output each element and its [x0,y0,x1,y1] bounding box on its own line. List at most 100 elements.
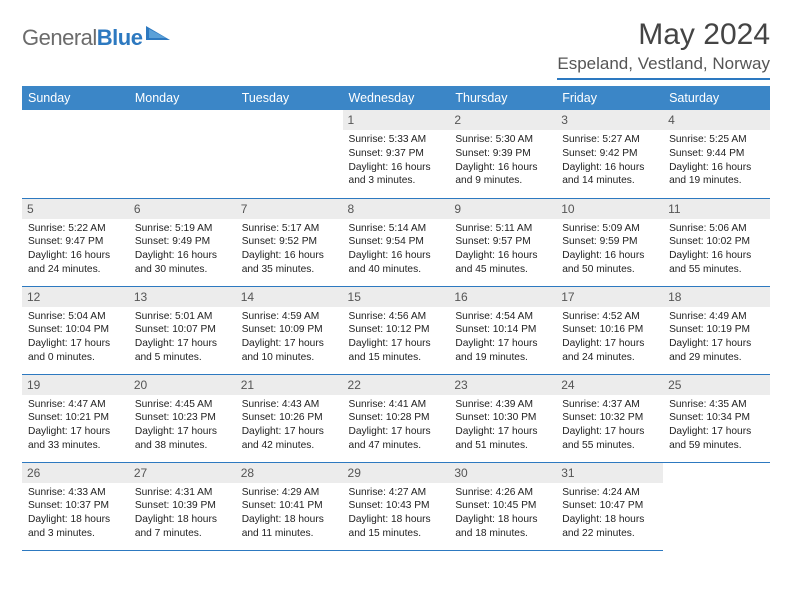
daylight-line: Daylight: 17 hours and 59 minutes. [669,425,764,453]
daylight-line: Daylight: 16 hours and 50 minutes. [562,249,657,277]
daylight-line: Daylight: 18 hours and 18 minutes. [455,513,550,541]
day-cell: 8Sunrise: 5:14 AMSunset: 9:54 PMDaylight… [343,198,450,286]
sunrise-line: Sunrise: 5:22 AM [28,222,123,236]
day-cell: 1Sunrise: 5:33 AMSunset: 9:37 PMDaylight… [343,110,450,198]
day-cell: 17 Sunrise: 4:52 AMSunset: 10:16 PMDaylig… [556,286,663,374]
day-cell-empty: . [129,110,236,198]
day-cell: 19Sunrise: 4:47 AMSunset: 10:21 PMDaylig… [22,374,129,462]
week-row: 5 Sunrise: 5:22 AMSunset: 9:47 PM Daylight… [22,198,770,286]
day-number: 31 [556,463,663,483]
day-number: 21 [236,375,343,395]
day-cell: 21Sunrise: 4:43 AMSunset: 10:26 PMDaylig… [236,374,343,462]
sunset-line: Sunset: 10:23 PM [135,411,230,425]
day-number: 15 [343,287,450,307]
day-number: 7 [236,199,343,219]
dow-header: Saturday [663,86,770,110]
daylight-line: Daylight: 18 hours and 7 minutes. [135,513,230,541]
daylight-line: Daylight: 17 hours and 42 minutes. [242,425,337,453]
week-row: 19Sunrise: 4:47 AMSunset: 10:21 PMDaylig… [22,374,770,462]
sunset-line: Sunset: 9:49 PM [135,235,230,249]
sunset-line: Sunset: 9:47 PM [28,235,123,249]
day-number: 17 [556,287,663,307]
sunset-line: Sunset: 9:37 PM [349,147,444,161]
title-block: May 2024 Espeland, Vestland, Norway [557,18,770,80]
sunrise-line: Sunrise: 5:11 AM [455,222,550,236]
daylight-line: Daylight: 17 hours and 24 minutes. [562,337,657,365]
week-row: 26Sunrise: 4:33 AMSunset: 10:37 PMDaylig… [22,462,770,550]
day-number: 12 [22,287,129,307]
dow-header: Monday [129,86,236,110]
sunrise-line: Sunrise: 5:14 AM [349,222,444,236]
daylight-line: Daylight: 17 hours and 5 minutes. [135,337,230,365]
day-number: 5 [22,199,129,219]
sunrise-line: Sunrise: 4:41 AM [349,398,444,412]
sunset-line: Sunset: 10:37 PM [28,499,123,513]
day-cell: 15 Sunrise: 4:56 AMSunset: 10:12 PMDaylig… [343,286,450,374]
week-row: 12Sunrise: 5:04 AMSunset: 10:04 PMDaylig… [22,286,770,374]
sunset-line: Sunset: 10:21 PM [28,411,123,425]
daylight-line: Daylight: 16 hours and 30 minutes. [135,249,230,277]
sunset-line: Sunset: 10:34 PM [669,411,764,425]
sunrise-line: Sunrise: 4:43 AM [242,398,337,412]
day-cell: 11Sunrise: 5:06 AMSunset: 10:02 PMDaylig… [663,198,770,286]
sunset-line: Sunset: 10:14 PM [455,323,550,337]
day-cell: 6Sunrise: 5:19 AMSunset: 9:49 PMDaylight… [129,198,236,286]
logo-text-blue: Blue [97,25,143,50]
daylight-line: Daylight: 17 hours and 51 minutes. [455,425,550,453]
sunrise-line: Sunrise: 4:24 AM [562,486,657,500]
day-cell: 28Sunrise: 4:29 AMSunset: 10:41 PMDaylig… [236,462,343,550]
day-cell: 27Sunrise: 4:31 AMSunset: 10:39 PMDaylig… [129,462,236,550]
sunset-line: Sunset: 10:28 PM [349,411,444,425]
day-number: 13 [129,287,236,307]
sunset-line: Sunset: 10:02 PM [669,235,764,249]
day-cell: 2Sunrise: 5:30 AMSunset: 9:39 PMDaylight… [449,110,556,198]
day-cell: 18Sunrise: 4:49 AMSunset: 10:19 PMDaylig… [663,286,770,374]
day-cell: 31Sunrise: 4:24 AMSunset: 10:47 PMDaylig… [556,462,663,550]
day-number: 22 [343,375,450,395]
dow-header: Wednesday [343,86,450,110]
daylight-line: Daylight: 16 hours and 55 minutes. [669,249,764,277]
daylight-line: Daylight: 17 hours and 15 minutes. [349,337,444,365]
day-cell: 20Sunrise: 4:45 AMSunset: 10:23 PMDaylig… [129,374,236,462]
sunrise-line: Sunrise: 4:52 AM [562,310,657,324]
sunrise-line: Sunrise: 4:37 AM [562,398,657,412]
day-cell: 26 Sunrise: 4:33 AMSunset: 10:37 PMDaylig… [22,462,129,550]
daylight-line: Daylight: 16 hours and 45 minutes. [455,249,550,277]
day-number: 26 [22,463,129,483]
day-number: 23 [449,375,556,395]
sunrise-line: Sunrise: 4:49 AM [669,310,764,324]
day-cell-empty: . [22,110,129,198]
day-number: 8 [343,199,450,219]
sunrise-line: Sunrise: 4:33 AM [28,486,123,500]
day-cell: 13Sunrise: 5:01 AMSunset: 10:07 PMDaylig… [129,286,236,374]
sunrise-line: Sunrise: 5:06 AM [669,222,764,236]
day-cell: 30Sunrise: 4:26 AMSunset: 10:45 PMDaylig… [449,462,556,550]
logo-triangle-icon [146,24,170,43]
day-number: 29 [343,463,450,483]
daylight-line: Daylight: 16 hours and 35 minutes. [242,249,337,277]
sunset-line: Sunset: 10:12 PM [349,323,444,337]
dow-header: Thursday [449,86,556,110]
day-number: 1 [343,110,450,130]
day-cell: 24Sunrise: 4:37 AMSunset: 10:32 PMDaylig… [556,374,663,462]
daylight-line: Daylight: 18 hours and 22 minutes. [562,513,657,541]
day-number: 24 [556,375,663,395]
day-cell: 5Sunrise: 5:22 AMSunset: 9:47 PMDaylight… [22,198,129,286]
sunset-line: Sunset: 10:30 PM [455,411,550,425]
sunrise-line: Sunrise: 4:27 AM [349,486,444,500]
sunrise-line: Sunrise: 5:27 AM [562,133,657,147]
sunset-line: Sunset: 10:32 PM [562,411,657,425]
daylight-line: Daylight: 17 hours and 33 minutes. [28,425,123,453]
day-cell: 23Sunrise: 4:39 AMSunset: 10:30 PMDaylig… [449,374,556,462]
sunset-line: Sunset: 10:39 PM [135,499,230,513]
sunset-line: Sunset: 9:54 PM [349,235,444,249]
day-number: 28 [236,463,343,483]
day-number: 9 [449,199,556,219]
daylight-line: Daylight: 18 hours and 15 minutes. [349,513,444,541]
sunrise-line: Sunrise: 5:25 AM [669,133,764,147]
sunrise-line: Sunrise: 4:54 AM [455,310,550,324]
daylight-line: Daylight: 18 hours and 11 minutes. [242,513,337,541]
sunrise-line: Sunrise: 4:56 AM [349,310,444,324]
sunset-line: Sunset: 10:16 PM [562,323,657,337]
daylight-line: Daylight: 18 hours and 3 minutes. [28,513,123,541]
